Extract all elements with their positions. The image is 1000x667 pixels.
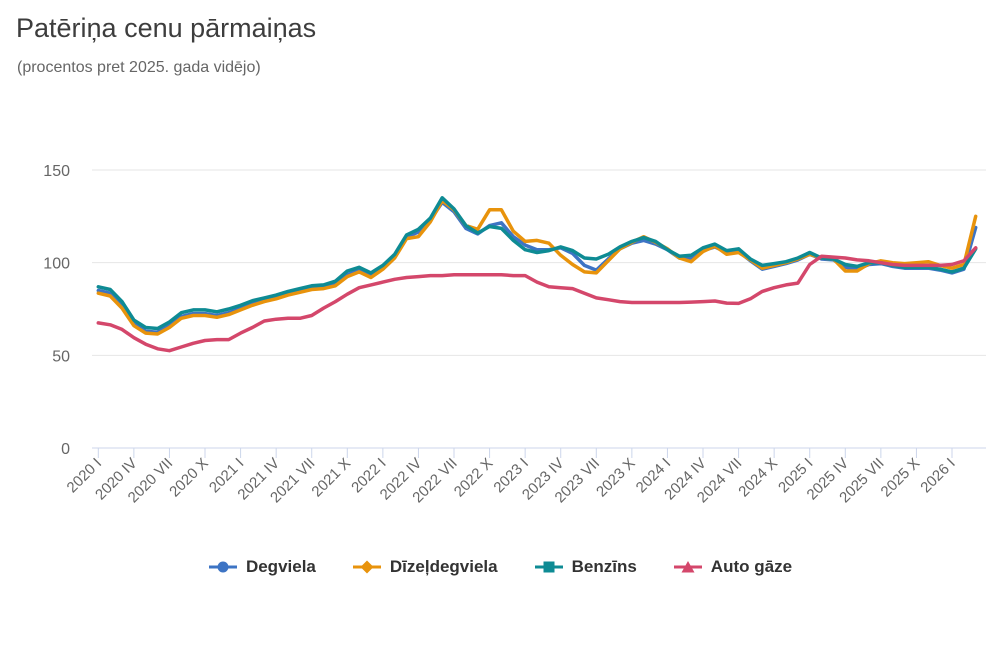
chart-legend: Degviela Dīzeļdegviela Benzīns Auto gāze (0, 557, 1000, 577)
legend-label: Benzīns (571, 557, 637, 576)
chart-title: Patēriņa cenu pārmaiņas (16, 13, 317, 43)
x-axis-label: 2026 I (917, 455, 959, 497)
x-axis-label: 2023 X (593, 455, 639, 501)
series-line-dizeldegviela[interactable] (96, 198, 978, 336)
legend-item-benzins[interactable]: Benzīns (534, 557, 637, 577)
y-axis-label: 100 (43, 256, 70, 273)
dizeldegviela-legend-marker-icon (352, 560, 381, 574)
x-axis-label: 2024 X (735, 455, 781, 501)
auto-gaze-legend-marker-icon (673, 561, 702, 573)
x-axis-label: 2021 X (308, 455, 354, 501)
x-axis-label: 2025 X (878, 455, 924, 501)
benzins-legend-marker-icon (534, 561, 563, 573)
legend-label: Auto gāze (710, 557, 793, 576)
y-axis-label: 150 (43, 163, 70, 180)
chart-subtitle: (procentos pret 2025. gada vidējo) (17, 59, 261, 76)
x-axis-label: 2020 X (166, 455, 212, 501)
y-axis-label: 50 (52, 348, 70, 365)
degviela-legend-marker-icon (208, 561, 237, 573)
y-axis-label: 0 (61, 441, 70, 458)
legend-label: Dīzeļdegviela (389, 557, 498, 576)
series-line-auto-gaze[interactable] (96, 246, 978, 353)
legend-item-degviela[interactable]: Degviela (208, 557, 316, 577)
legend-label: Degviela (245, 557, 316, 576)
legend-item-auto-gaze[interactable]: Auto gāze (673, 557, 792, 577)
x-axis-label: 2022 X (451, 455, 497, 501)
legend-item-dizeldegviela[interactable]: Dīzeļdegviela (352, 557, 498, 577)
series-line-benzins[interactable] (96, 196, 978, 331)
